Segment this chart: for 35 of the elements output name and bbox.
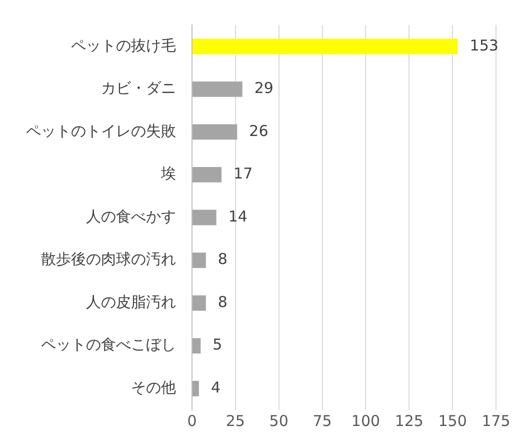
data-label: 8 [218,292,228,311]
bar [192,210,216,226]
x-tick-label: 25 [226,412,245,430]
y-tick-label: ペットのトイレの失敗 [26,122,176,140]
x-tick-label: 175 [482,412,510,430]
y-tick-label: カビ・ダニ [101,79,176,98]
x-tick-label: 0 [187,412,197,430]
data-label: 26 [249,122,268,140]
y-tick-label: ペットの抜け毛 [71,36,176,54]
y-tick-label: 人の食べかす [86,207,176,226]
data-label: 17 [234,164,253,183]
bar [192,167,222,182]
data-label: 4 [210,378,220,396]
y-tick-label: ペットの食べこぼし [41,336,176,354]
bar [192,38,458,54]
data-label: 5 [212,336,222,354]
data-label: 14 [228,207,248,226]
y-tick-label: その他 [131,378,176,396]
bar [192,124,238,140]
bar [192,380,199,396]
x-tick-label: 75 [312,412,332,430]
bar [192,295,206,311]
x-tick-label: 125 [394,412,424,430]
x-tick-label: 150 [438,412,467,430]
bar [192,338,201,354]
x-tick-label: 50 [269,412,288,430]
data-label: 153 [470,36,498,54]
bar [192,81,242,97]
y-tick-label: 人の皮脂汚れ [86,292,176,311]
data-label: 8 [218,250,228,268]
y-tick-label: 散歩後の肉球の汚れ [41,250,176,268]
y-tick-label: 埃 [160,164,176,183]
x-tick-label: 100 [351,412,380,430]
bar [192,252,206,268]
data-label: 29 [254,79,274,98]
